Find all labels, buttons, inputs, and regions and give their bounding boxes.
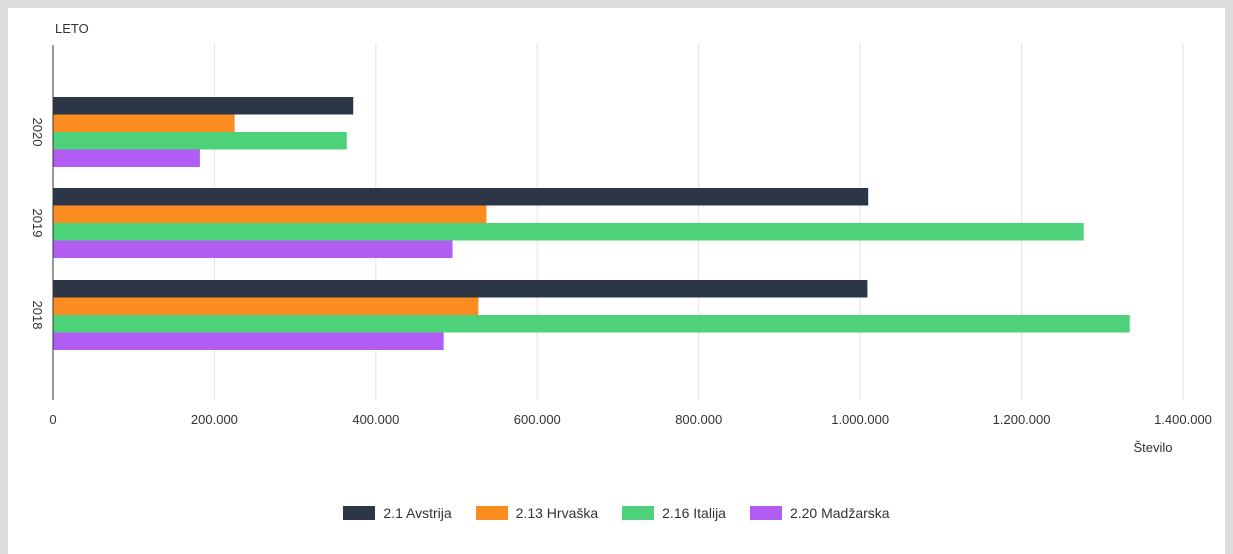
- bar-2018-4[interactable]: [53, 332, 444, 351]
- legend-item[interactable]: 2.20 Madžarska: [749, 505, 890, 521]
- legend-swatch: [749, 506, 782, 520]
- bar-2019-4[interactable]: [53, 240, 453, 259]
- y-tick-label: 2018: [30, 301, 45, 330]
- legend-item[interactable]: 2.13 Hrvaška: [475, 505, 599, 521]
- bar-2018-1[interactable]: [53, 280, 868, 298]
- x-tick-label: 1.000.000: [831, 412, 889, 427]
- x-tick-label: 800.000: [675, 412, 722, 427]
- x-tick-label: 1.200.000: [993, 412, 1051, 427]
- x-tick-label: 600.000: [514, 412, 561, 427]
- bar-2020-1[interactable]: [53, 97, 354, 115]
- legend-item[interactable]: 2.16 Italija: [622, 505, 726, 521]
- x-tick-label: 200.000: [191, 412, 238, 427]
- legend-item[interactable]: 2.1 Avstrija: [343, 505, 452, 521]
- y-tick-label: 2020: [30, 118, 45, 147]
- bar-2020-4[interactable]: [53, 149, 200, 168]
- legend-swatch: [343, 506, 376, 520]
- legend: 2.1 Avstrija 2.13 Hrvaška 2.16 Italija 2.20…: [0, 505, 1233, 521]
- legend-label: 2.1 Avstrija: [383, 505, 452, 521]
- legend-label: 2.16 Italija: [662, 505, 726, 521]
- bar-2019-1[interactable]: [53, 188, 869, 206]
- legend-label: 2.13 Hrvaška: [515, 505, 599, 521]
- bar-2019-2[interactable]: [53, 205, 487, 224]
- legend-swatch: [622, 506, 655, 520]
- y-tick-labels: 2020 2019 2018: [30, 118, 45, 330]
- bar-2018-2[interactable]: [53, 297, 479, 316]
- bar-2020-2[interactable]: [53, 114, 235, 133]
- y-tick-label: 2019: [30, 209, 45, 238]
- bar-2020-3[interactable]: [53, 132, 347, 150]
- bar-2019-3[interactable]: [53, 223, 1084, 241]
- legend-label: 2.20 Madžarska: [789, 505, 890, 521]
- bars: [53, 97, 1130, 350]
- bar-2018-3[interactable]: [53, 315, 1130, 333]
- x-tick-label: 1.400.000: [1154, 412, 1212, 427]
- y-axis-title: LETO: [55, 21, 89, 36]
- x-tick-label: 0: [49, 412, 56, 427]
- x-tick-label: 400.000: [352, 412, 399, 427]
- legend-swatch: [475, 506, 508, 520]
- x-axis-title: Število: [1133, 440, 1172, 455]
- x-tick-labels: 0 200.000 400.000 600.000 800.000 1.000.000 1.…: [49, 412, 1212, 427]
